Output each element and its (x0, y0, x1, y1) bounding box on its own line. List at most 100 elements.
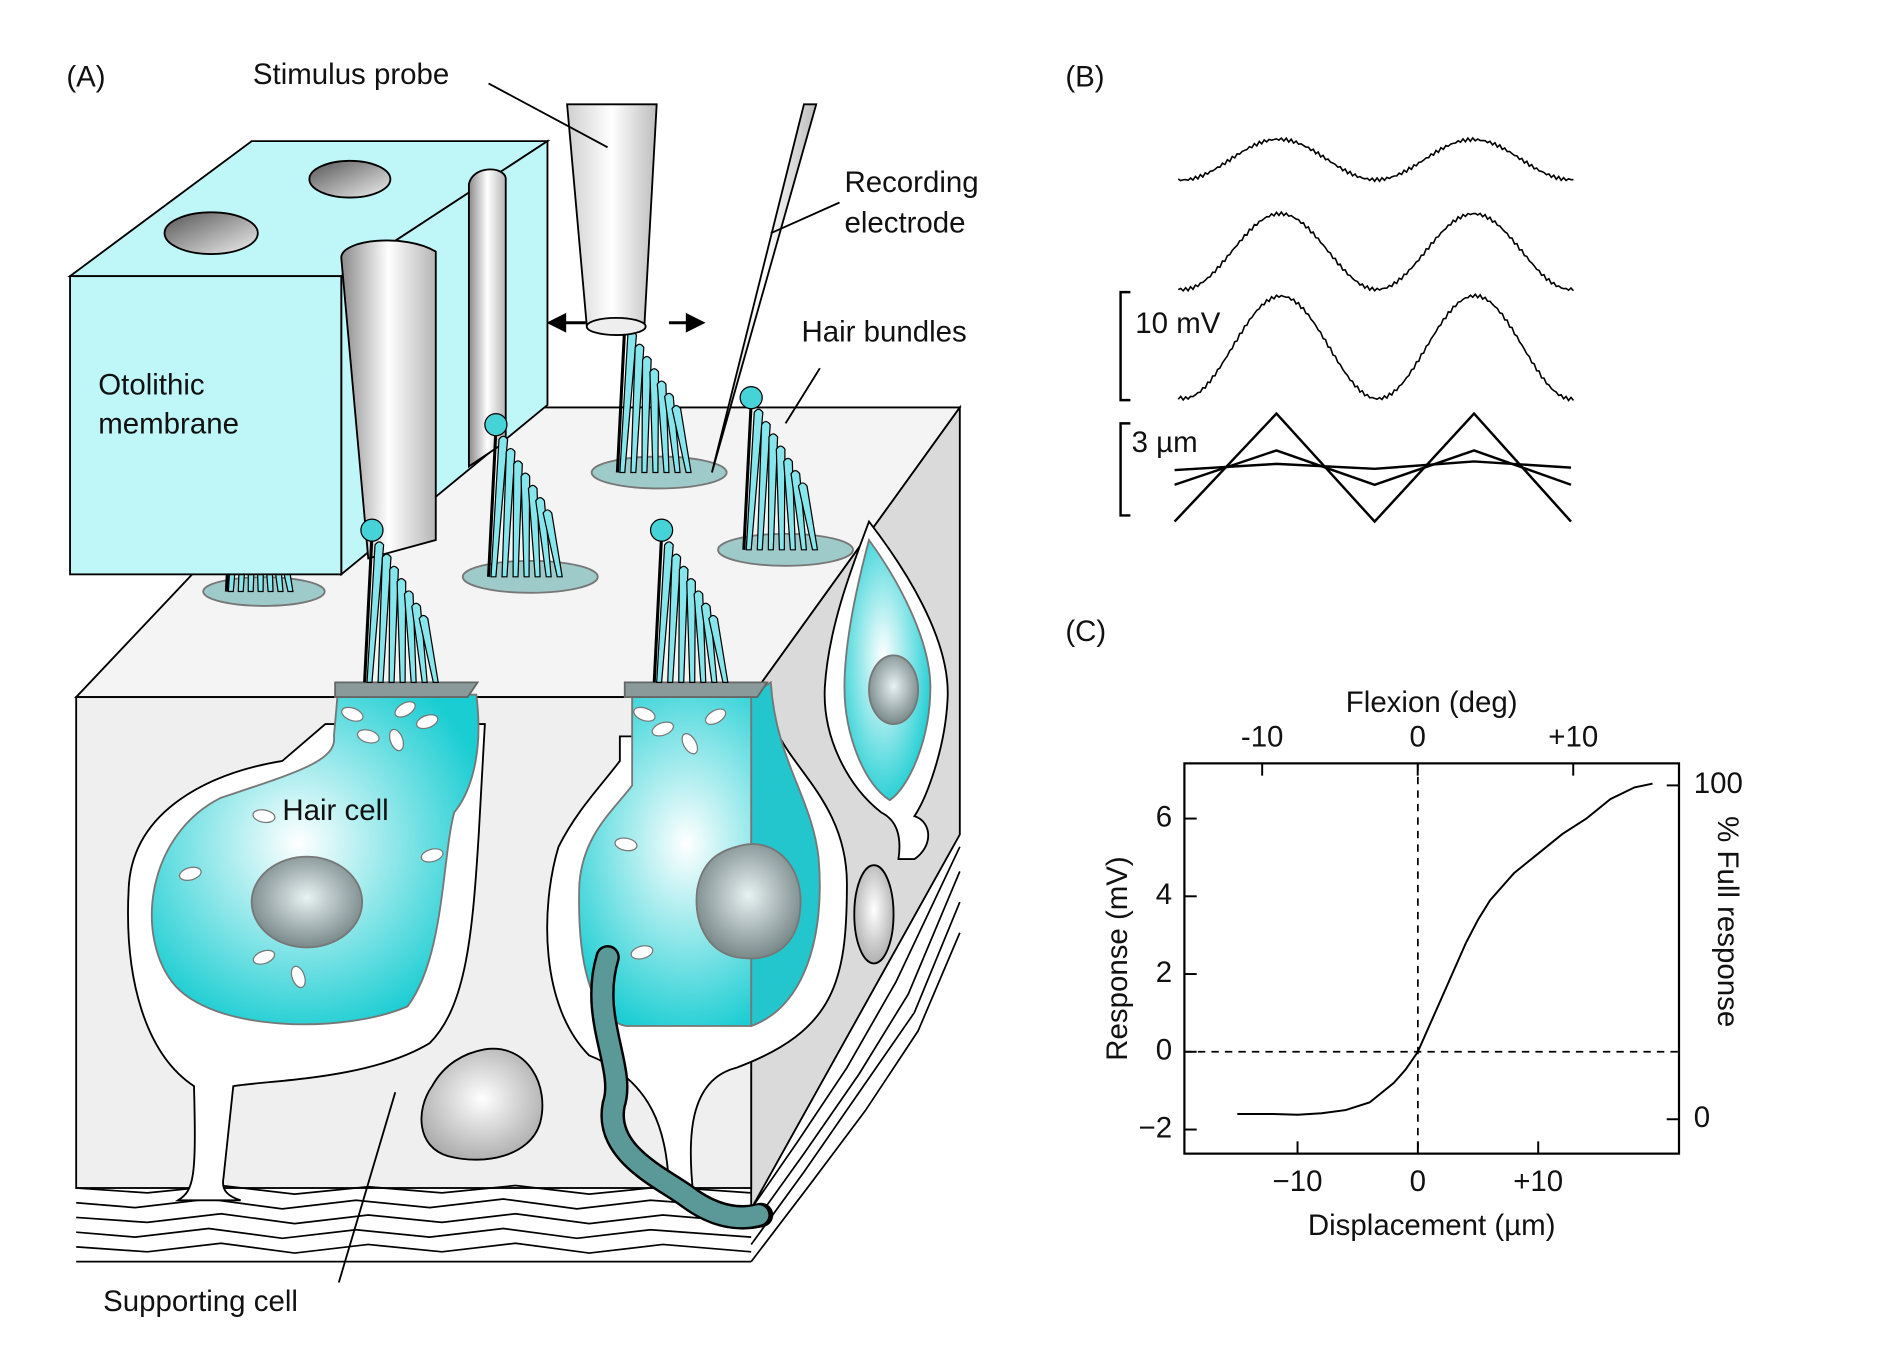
probe-arrows (546, 312, 706, 333)
kinocilium (487, 429, 498, 577)
annotation: Otolithic (98, 368, 204, 401)
panel-a (67, 82, 962, 1283)
membrane-front (69, 275, 343, 576)
mitochondrion (630, 945, 654, 960)
recording-electrode (711, 103, 818, 473)
stereocilium (490, 435, 509, 578)
stimulus-probe (566, 103, 658, 327)
receptor-potential-trace (1177, 292, 1575, 402)
scale-label: 10 mV (1135, 307, 1220, 340)
stimulus-trace (1174, 449, 1572, 487)
y2-tick-label: 0 (1694, 1101, 1710, 1134)
stereocilium (366, 541, 385, 683)
scale-label: 3 µm (1132, 426, 1198, 459)
annotation: electrode (844, 206, 965, 239)
stratum (76, 1242, 752, 1254)
stereocilium (678, 565, 689, 683)
mitochondrion (341, 706, 364, 722)
x2-tick-label: +10 (1548, 721, 1598, 754)
mitochondrion (290, 965, 306, 989)
annotation: Recording (844, 166, 978, 199)
x2-axis-label: Flexion (deg) (1346, 686, 1518, 719)
stereocilium (396, 578, 407, 683)
bundle-group (334, 518, 769, 699)
y2-tick-label: 100 (1694, 767, 1743, 800)
stereocilium (671, 405, 692, 474)
stratum (76, 1212, 752, 1225)
stereocilium (388, 565, 399, 683)
stratum (76, 1198, 752, 1210)
supporting-nucleus (420, 1047, 544, 1161)
leader-line (488, 82, 609, 149)
nucleus (695, 843, 802, 960)
nucleus (868, 654, 920, 726)
stereocilium (667, 553, 682, 683)
supporting-nucleus (853, 864, 895, 965)
stratum (76, 1227, 752, 1240)
mitochondrion (420, 848, 444, 863)
y-tick-label: 0 (1156, 1034, 1172, 1067)
strata (76, 846, 961, 1263)
stimulus-trace (1173, 411, 1572, 524)
stratum (750, 871, 961, 1228)
annotation: Hair cell (282, 794, 388, 827)
bundle-base (590, 455, 728, 490)
mitochondrion (394, 701, 416, 718)
stratum (750, 846, 961, 1210)
mitochondrion (704, 708, 727, 726)
stereocilium (775, 445, 786, 551)
mitochondrion (651, 721, 675, 737)
stereocilium (756, 420, 771, 551)
panel-label: (C) (1065, 615, 1106, 648)
apical-surface (623, 681, 769, 699)
kinocilium (742, 402, 753, 550)
y-tick-label: −2 (1139, 1111, 1173, 1144)
kinocilium-bulb (484, 412, 508, 437)
arrow-head (546, 312, 567, 333)
arrow-head (685, 312, 706, 333)
stereocilium (656, 541, 674, 683)
scale-bar (1119, 290, 1131, 402)
y-tick-label: 4 (1156, 878, 1172, 911)
stereocilium (542, 509, 563, 578)
kinocilium (615, 325, 627, 473)
membrane-channel (467, 168, 507, 469)
x-tick-label: +10 (1513, 1165, 1563, 1198)
stereocilium (686, 578, 696, 683)
annotation: membrane (98, 408, 239, 441)
y-tick-label: 2 (1156, 956, 1172, 989)
mitochondrion (415, 714, 439, 730)
mitochondrion (252, 809, 276, 824)
stereocilium (641, 355, 652, 474)
annotation: Stimulus probe (253, 58, 449, 91)
y-tick-label: 6 (1156, 800, 1172, 833)
annotation: Supporting cell (103, 1285, 298, 1318)
leader-line (784, 367, 821, 424)
x-axis-label: Displacement (µm) (1308, 1209, 1556, 1242)
y-axis-label: Response (mV) (1101, 856, 1134, 1061)
apical-surface (334, 681, 480, 699)
stratum (750, 932, 961, 1263)
stereocilium (411, 602, 428, 683)
stereocilium (535, 497, 552, 578)
mitochondrion (633, 706, 656, 722)
mitochondrion (356, 729, 380, 744)
panel-label: (A) (66, 60, 105, 93)
stereocilium (520, 472, 531, 578)
x-tick-label: −10 (1273, 1165, 1323, 1198)
kinocilium-bulb (649, 518, 674, 542)
stimulus-trace (1174, 460, 1572, 472)
probe-tip (585, 316, 647, 336)
leader-line (770, 201, 840, 235)
stereocilium (797, 482, 819, 551)
kinocilium-bulb (360, 518, 384, 542)
mitochondrion (252, 949, 276, 965)
x2-tick-label: 0 (1410, 721, 1426, 754)
stereocilium (745, 408, 764, 551)
stereocilium (377, 553, 392, 683)
leaders (337, 82, 840, 1283)
mitochondrion (388, 728, 405, 752)
